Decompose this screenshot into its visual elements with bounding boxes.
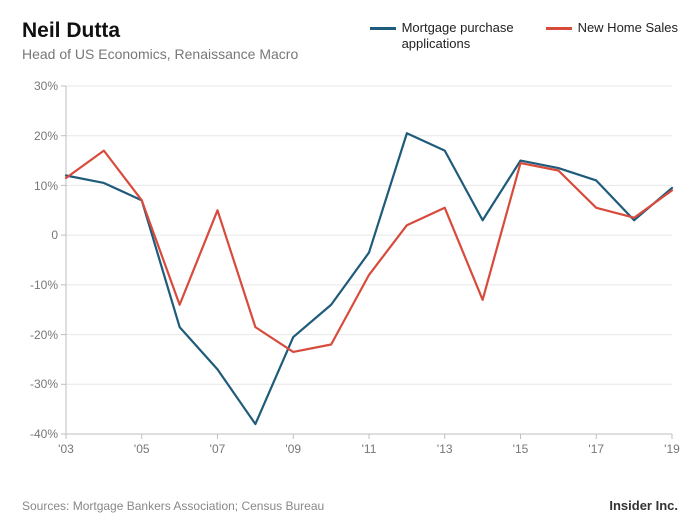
title-block: Neil Dutta Head of US Economics, Renaiss… — [22, 18, 370, 62]
y-axis-label: -40% — [22, 427, 58, 441]
x-axis-label: '15 — [513, 442, 529, 456]
x-axis-label: '09 — [285, 442, 301, 456]
legend-label: Mortgage purchase applications — [402, 20, 532, 51]
x-axis-label: '13 — [437, 442, 453, 456]
sources-list: Mortgage Bankers Association; Census Bur… — [73, 499, 324, 513]
x-axis-label: '07 — [210, 442, 226, 456]
x-axis-label: '03 — [58, 442, 74, 456]
legend-item-mortgage: Mortgage purchase applications — [370, 20, 532, 51]
sources-text: Sources: Mortgage Bankers Association; C… — [22, 499, 324, 513]
x-axis-label: '19 — [664, 442, 680, 456]
legend-swatch — [546, 27, 572, 30]
y-axis-label: -30% — [22, 377, 58, 391]
legend-swatch — [370, 27, 396, 30]
chart-area: -40% -30% -20% -10% 0 10% 20% 30% '03 '05 '07 '09 '1… — [22, 80, 678, 470]
x-axis-label: '17 — [588, 442, 604, 456]
chart-title: Neil Dutta — [22, 18, 370, 43]
legend: Mortgage purchase applications New Home … — [370, 20, 678, 51]
y-axis-label: 30% — [22, 79, 58, 93]
sources-prefix: Sources: — [22, 499, 69, 513]
x-axis-label: '05 — [134, 442, 150, 456]
x-axis-label: '11 — [362, 442, 377, 456]
chart-container: Neil Dutta Head of US Economics, Renaiss… — [0, 0, 700, 525]
y-axis-label: 10% — [22, 179, 58, 193]
brand-name: Insider Inc. — [609, 498, 678, 513]
line-chart-svg — [22, 80, 678, 470]
legend-label: New Home Sales — [578, 20, 678, 36]
y-axis-label: -20% — [22, 328, 58, 342]
y-axis-label: -10% — [22, 278, 58, 292]
legend-item-newhomes: New Home Sales — [546, 20, 678, 51]
footer: Sources: Mortgage Bankers Association; C… — [22, 498, 678, 513]
y-axis-label: 0 — [22, 228, 58, 242]
chart-subtitle: Head of US Economics, Renaissance Macro — [22, 46, 370, 62]
y-axis-label: 20% — [22, 129, 58, 143]
header-row: Neil Dutta Head of US Economics, Renaiss… — [22, 18, 678, 62]
series-line — [66, 133, 672, 424]
